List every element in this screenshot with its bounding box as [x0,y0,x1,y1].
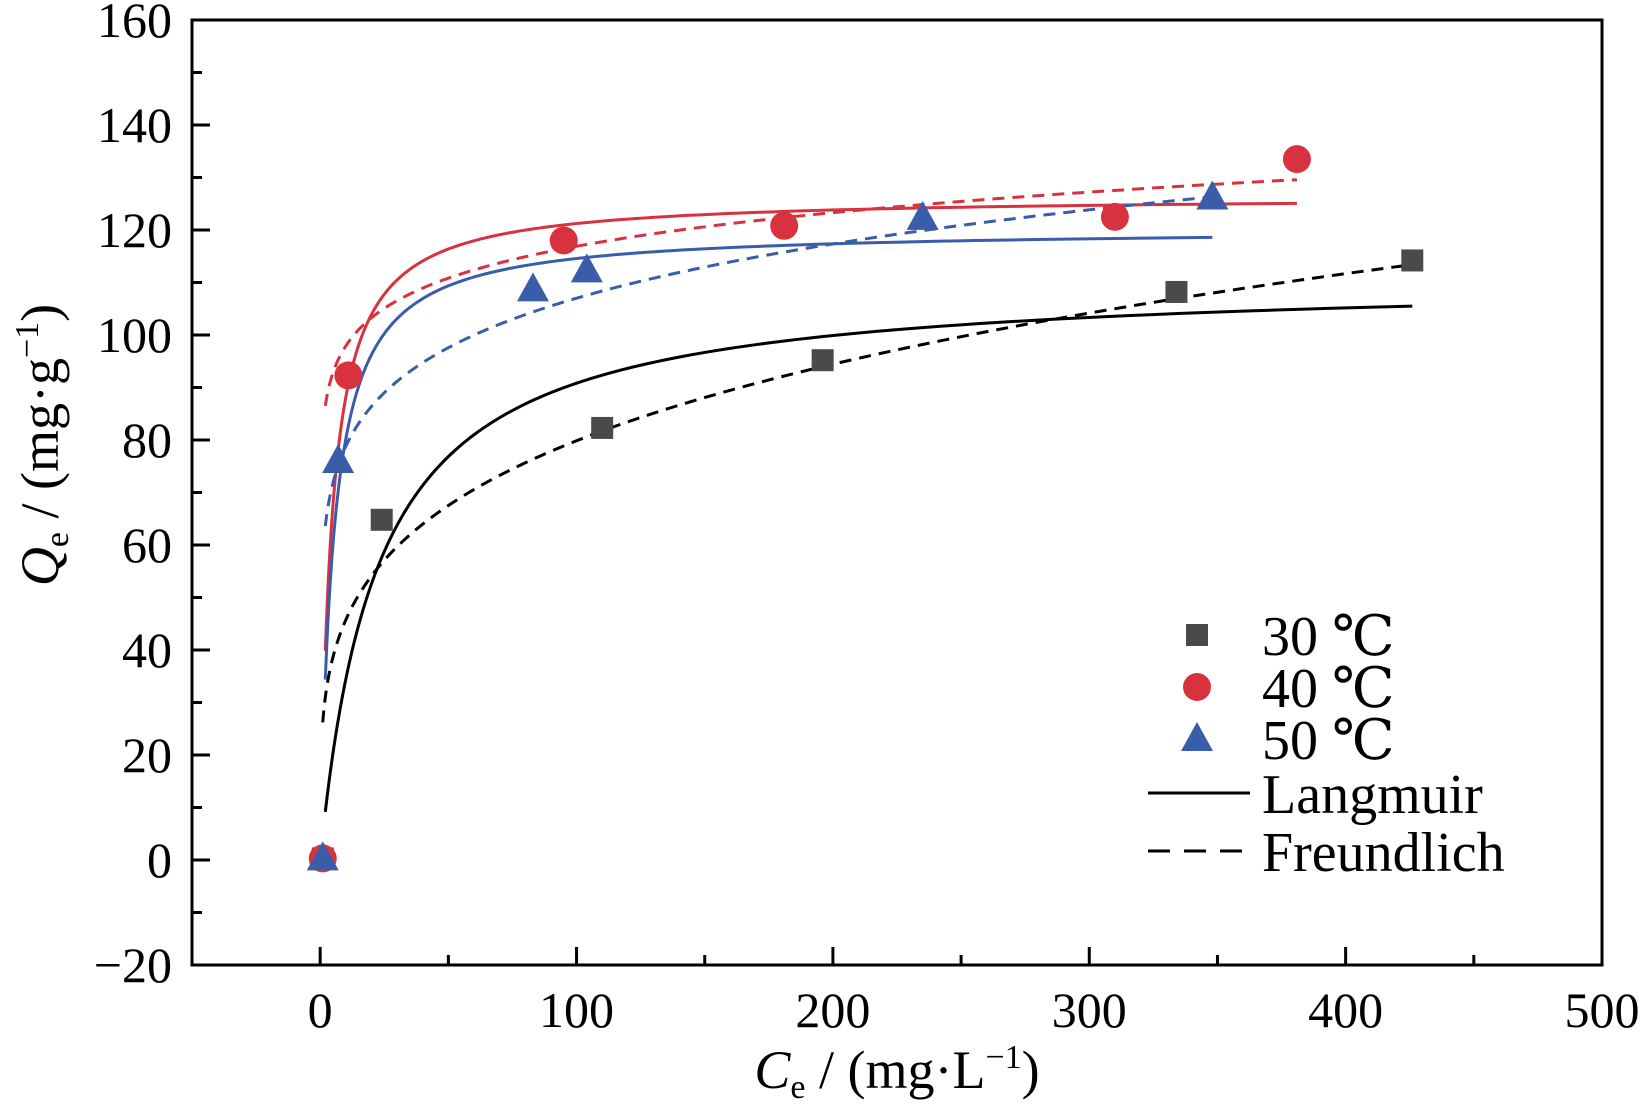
legend-label: 50 ℃ [1262,710,1395,772]
freundlich-curve [323,195,1213,527]
data-point [1100,202,1129,231]
y-tick-label: −20 [94,937,172,993]
x-tick-label: 400 [1308,982,1383,1038]
y-axis-symbol: Q [10,547,70,586]
x-axis-unit-exponent: −1 [985,1039,1021,1076]
x-axis-close: ) [1022,1040,1040,1100]
data-point [516,272,549,302]
langmuir-curve [323,201,1297,651]
data-point [1401,249,1424,272]
freundlich-curve [323,178,1298,407]
data-point [811,349,834,372]
data-point [770,211,799,240]
data-point [549,226,578,255]
data-point [591,416,614,439]
y-tick-label: 160 [97,0,172,48]
y-tick-label: 40 [122,622,172,678]
x-tick-label: 500 [1565,982,1640,1038]
data-point [906,200,939,230]
x-tick-label: 100 [539,982,614,1038]
y-tick-label: 20 [122,727,172,783]
langmuir-curve [323,304,1413,813]
data-point [1282,145,1311,174]
data-point [570,253,603,283]
langmuir-curve [323,235,1213,680]
data-point [1196,180,1229,210]
y-axis-unit: / (mg·g [10,358,70,532]
x-axis-title: Ce / (mg·L−1) [754,1039,1039,1106]
legend-label: 30 ℃ [1262,606,1395,668]
data-point [322,444,355,473]
y-tick-label: 60 [122,517,172,573]
y-axis-title: Qe / (mg·g−1) [9,304,76,586]
x-tick-label: 0 [308,982,333,1038]
y-tick-label: 0 [147,832,172,888]
data-point [334,361,363,390]
legend-marker [1186,624,1208,646]
data-point [1165,280,1188,303]
y-tick-label: 120 [97,202,172,258]
data-points-layer [306,145,1424,873]
axis-ticks-layer: 0 100 200 300 400 500 −20 0 20 40 60 80 100 120 140 160 [94,0,1640,1038]
x-axis-unit: / (mg·L [805,1040,985,1100]
data-point [306,841,339,871]
x-axis-symbol: C [754,1040,791,1100]
y-tick-label: 140 [97,97,172,153]
x-tick-label: 200 [795,982,870,1038]
y-axis-subscript: e [39,532,76,547]
y-tick-label: 100 [97,307,172,363]
legend-label: 40 ℃ [1262,658,1395,720]
y-axis-close: ) [10,304,70,322]
fit-curves-layer [321,178,1413,813]
data-point [370,508,393,531]
y-tick-label: 80 [122,412,172,468]
legend-marker [1183,673,1211,701]
legend-label: Langmuir [1262,764,1483,826]
legend-marker [1181,722,1213,751]
legend-label: Freundlich [1262,822,1505,884]
y-axis-unit-exponent: −1 [9,322,46,358]
x-axis-subscript: e [790,1069,805,1106]
x-tick-label: 300 [1052,982,1127,1038]
